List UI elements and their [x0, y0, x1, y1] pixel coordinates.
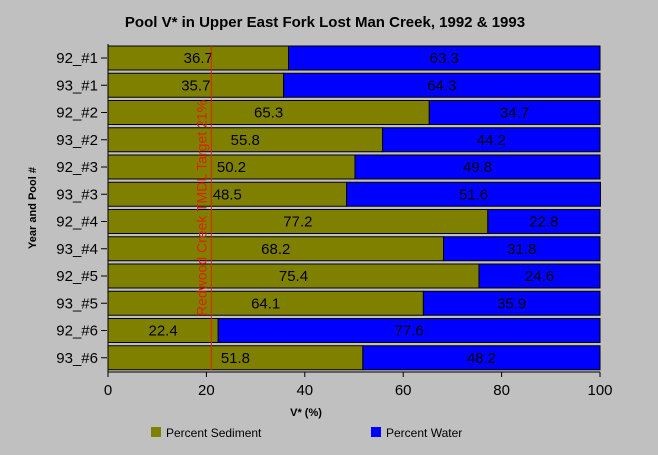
bar-sediment-93_#4 — [107, 236, 445, 262]
chart-title: Pool V* in Upper East Fork Lost Man Cree… — [125, 14, 525, 31]
data-label-water-92_#2: 34.7 — [500, 105, 529, 122]
x-tick-labels: 0 20 40 60 80 100 — [104, 44, 613, 399]
bar-water-93_#2 — [382, 127, 601, 153]
y-tick-label: 92_#5 — [56, 268, 98, 285]
x-tick-label: 40 — [296, 382, 313, 399]
tmdl-target-label: Redwood Creek TMDL Target 21% — [193, 100, 209, 316]
data-label-sediment-93_#3: 48.5 — [213, 186, 242, 203]
bar-water-92_#3 — [354, 154, 601, 180]
legend-swatch-sediment — [151, 427, 161, 437]
data-label-sediment-93_#5: 64.1 — [251, 295, 280, 312]
bar-water-92_#5 — [478, 263, 601, 289]
legend-label-sediment: Percent Sediment — [166, 426, 262, 440]
y-tick-label: 93_#6 — [56, 350, 98, 367]
data-label-water-93_#3: 51.6 — [459, 186, 488, 203]
plot-area — [108, 44, 600, 371]
data-label-sediment-93_#1: 35.7 — [181, 77, 210, 94]
data-label-water-92_#1: 63.3 — [430, 50, 459, 67]
data-label-sediment-93_#4: 68.2 — [261, 241, 290, 258]
y-tick-label: 93_#5 — [56, 295, 98, 312]
y-tick-label: 92_#1 — [56, 50, 98, 67]
data-label-sediment-92_#5: 75.4 — [279, 268, 308, 285]
data-label-sediment-92_#2: 65.3 — [254, 105, 283, 122]
data-label-water-93_#5: 35.9 — [497, 295, 526, 312]
bar-water-92_#2 — [428, 100, 601, 125]
y-tick-label: 92_#2 — [56, 105, 98, 122]
legend: Percent Sediment Percent Water — [151, 426, 462, 440]
y-tick-label: 92_#6 — [56, 323, 98, 340]
y-tick-label: 93_#1 — [56, 77, 98, 94]
bar-water-93_#5 — [422, 290, 601, 316]
bar-sediment-92_#5 — [107, 263, 480, 289]
data-label-water-92_#3: 49.8 — [463, 159, 492, 176]
x-tick-label: 60 — [395, 382, 412, 399]
y-tick-label: 93_#2 — [56, 132, 98, 149]
bar-sediment-93_#6 — [107, 345, 364, 371]
legend-label-water: Percent Water — [386, 426, 462, 440]
bar-water-93_#4 — [443, 236, 601, 262]
data-label-sediment-92_#6: 22.4 — [149, 323, 178, 340]
data-label-sediment-93_#2: 55.8 — [231, 132, 260, 149]
data-label-water-93_#2: 44.2 — [477, 132, 506, 149]
data-label-water-93_#6: 48.2 — [467, 350, 496, 367]
x-tick-label: 0 — [104, 382, 112, 399]
y-tick-label: 93_#4 — [56, 241, 98, 258]
data-label-sediment-92_#1: 36.7 — [184, 50, 213, 67]
legend-swatch-water — [371, 427, 381, 437]
data-label-water-93_#4: 31.8 — [507, 241, 536, 258]
bar-sediment-92_#6 — [107, 318, 219, 343]
x-tick-label: 80 — [493, 382, 510, 399]
bar-water-92_#6 — [217, 318, 601, 343]
bar-water-92_#4 — [487, 209, 601, 234]
bar-water-93_#6 — [362, 345, 601, 371]
bar-water-92_#1 — [288, 45, 601, 71]
y-tick-labels: 92_#1 93_#1 92_#2 93_#2 92_#3 93_#3 92_#4 93_#4… — [56, 50, 107, 367]
x-tick-label: 100 — [587, 382, 612, 399]
x-tick-label: 20 — [198, 382, 215, 399]
bar-labels-layer: 36.7 63.3 35.7 64.3 65.3 34.7 55.8 44.2 50.2 49.8… — [149, 50, 559, 367]
bar-sediment-92_#1 — [107, 45, 290, 71]
bar-water-93_#3 — [346, 181, 601, 207]
data-label-water-92_#6: 77.6 — [395, 323, 424, 340]
x-axis-label: V* (%) — [290, 407, 322, 419]
y-tick-label: 93_#3 — [56, 186, 98, 203]
data-label-water-92_#4: 22.8 — [529, 214, 558, 231]
bar-sediment-92_#2 — [107, 100, 430, 125]
bar-sediment-93_#1 — [107, 72, 285, 98]
data-label-sediment-93_#6: 51.8 — [221, 350, 250, 367]
data-label-water-93_#1: 64.3 — [427, 77, 456, 94]
y-axis-label: Year and Pool # — [27, 167, 39, 249]
y-tick-label: 92_#3 — [56, 159, 98, 176]
y-tick-label: 92_#4 — [56, 214, 98, 231]
bars-layer — [107, 45, 601, 371]
bar-water-93_#1 — [283, 72, 601, 98]
reference-line-layer: Redwood Creek TMDL Target 21% — [193, 46, 212, 370]
data-label-water-92_#5: 24.6 — [525, 268, 554, 285]
data-label-sediment-92_#3: 50.2 — [217, 159, 246, 176]
data-label-sediment-92_#4: 77.2 — [283, 214, 312, 231]
